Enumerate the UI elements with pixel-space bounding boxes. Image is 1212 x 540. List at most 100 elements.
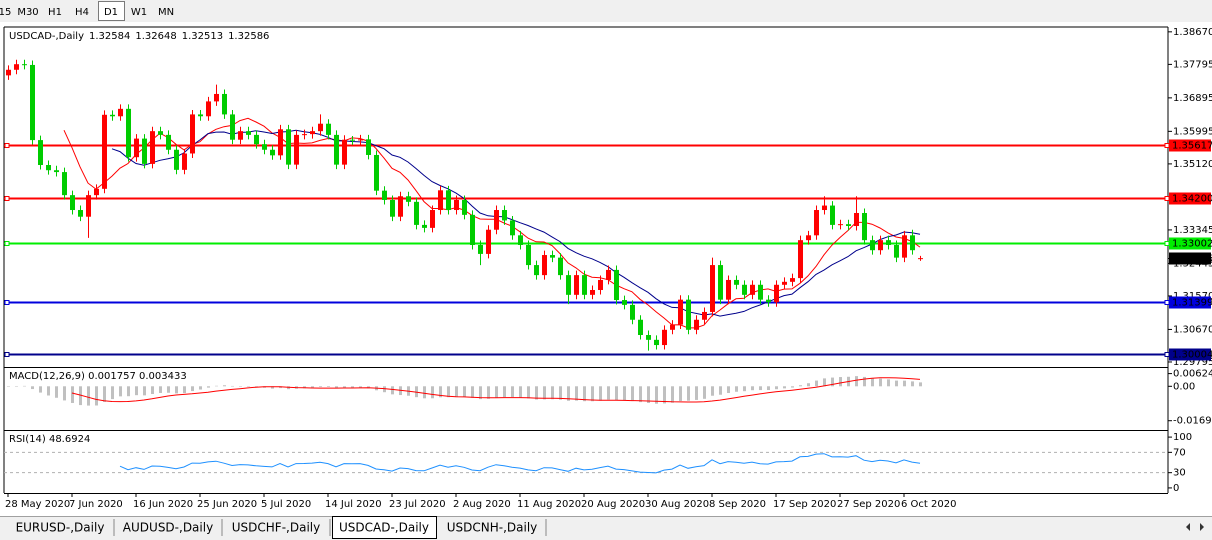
candle-body	[478, 244, 483, 254]
level-price-label: 1.33002	[1172, 239, 1212, 250]
symbol-tab[interactable]	[224, 517, 329, 538]
candle-body	[470, 214, 475, 245]
symbol-tab[interactable]	[332, 516, 437, 539]
macd-bar	[15, 386, 18, 387]
candle-body	[654, 339, 659, 346]
macd-bar	[479, 386, 482, 400]
macd-bar	[703, 386, 706, 399]
price-tick-label: 1.37795	[1173, 59, 1212, 70]
timeframe-button[interactable]	[152, 1, 181, 21]
macd-bar	[607, 386, 610, 400]
date-label: 8 Sep 2020	[709, 499, 766, 510]
level-handle	[4, 300, 10, 305]
candle-body	[774, 284, 779, 303]
candle-body	[54, 170, 59, 173]
macd-bar	[103, 386, 106, 402]
candle-body	[710, 265, 715, 312]
macd-bar	[679, 386, 682, 401]
scroll-left[interactable]	[1186, 523, 1190, 531]
candle-body	[662, 329, 667, 346]
macd-bar	[207, 386, 210, 388]
candle-body	[238, 131, 243, 140]
candle-body	[318, 123, 323, 132]
macd-bar	[447, 386, 450, 398]
candle-body	[534, 265, 539, 276]
macd-bar	[7, 386, 10, 387]
macd-bar	[759, 386, 762, 391]
candle-body	[822, 205, 827, 211]
scroll-right[interactable]	[1200, 523, 1204, 531]
symbol-tab[interactable]	[440, 517, 545, 538]
candle-body	[166, 134, 171, 150]
price-tick-label: 1.31570	[1173, 291, 1212, 302]
macd-bar	[31, 386, 34, 390]
macd-bar	[247, 386, 250, 387]
candle-body	[886, 240, 891, 245]
macd-bar	[575, 386, 578, 401]
macd-bar	[55, 386, 58, 398]
macd-bar	[167, 386, 170, 393]
rsi-tick-label: 100	[1173, 432, 1192, 443]
candle-body	[214, 93, 219, 102]
candle-body	[606, 269, 611, 280]
macd-bar	[287, 386, 290, 390]
macd-bar	[503, 386, 506, 398]
level-price-label: 1.30004	[1172, 350, 1212, 361]
candle-body	[830, 205, 835, 225]
candle-body	[6, 69, 11, 76]
level-handle	[4, 352, 10, 357]
level-handle	[1164, 352, 1170, 357]
timeframe-label: H1	[48, 7, 62, 18]
level-handle	[4, 143, 10, 148]
date-label: 2 Aug 2020	[453, 499, 511, 510]
timeframe-button[interactable]	[68, 1, 97, 21]
macd-bar	[47, 386, 50, 396]
date-label: 25 Jun 2020	[197, 499, 257, 510]
tab-label: AUDUSD-,Daily	[123, 521, 213, 535]
timeframe-button[interactable]	[98, 1, 125, 21]
level-handle	[1164, 241, 1170, 246]
macd-bar	[87, 386, 90, 406]
macd-bar	[623, 386, 626, 401]
macd-bar	[895, 380, 898, 387]
candle-body	[334, 134, 339, 165]
macd-bar	[143, 386, 146, 396]
macd-bar	[543, 386, 546, 400]
candle-body	[158, 131, 163, 135]
macd-bar	[463, 386, 466, 397]
toolbar	[0, 0, 1212, 22]
price-tick-label: 1.35120	[1173, 159, 1212, 170]
price-tick-label: 1.33345	[1173, 225, 1212, 236]
candle-body	[94, 188, 99, 196]
symbol-tab[interactable]	[8, 517, 113, 538]
macd-bar	[815, 380, 818, 387]
candle-body	[638, 319, 643, 336]
macd-bar	[695, 386, 698, 400]
candle-body	[814, 210, 819, 236]
macd-bar	[215, 385, 218, 387]
macd-bar	[879, 378, 882, 387]
macd-bar	[439, 386, 442, 398]
macd-bar	[495, 386, 498, 398]
price-tick-label: 1.35995	[1173, 126, 1212, 137]
price-tick-label: 1.36895	[1173, 93, 1212, 104]
candle-body	[798, 240, 803, 279]
candle-body	[750, 284, 755, 295]
macd-bar	[799, 385, 802, 387]
level-price-label: 1.31399	[1172, 298, 1212, 309]
symbol-tab[interactable]	[116, 517, 221, 538]
date-label: 14 Jul 2020	[325, 499, 382, 510]
macd-bar	[663, 386, 666, 404]
candle-body	[758, 284, 763, 300]
level-price-box	[1169, 237, 1211, 250]
candle-body	[374, 154, 379, 191]
candle-body	[862, 212, 867, 241]
candle-body	[486, 229, 491, 254]
header-part: USDCAD-,Daily	[9, 31, 84, 42]
macd-bar	[487, 386, 490, 399]
candle-body	[566, 275, 571, 295]
macd-bar	[223, 385, 226, 387]
candle-body	[422, 224, 427, 228]
candle-body	[446, 190, 451, 211]
